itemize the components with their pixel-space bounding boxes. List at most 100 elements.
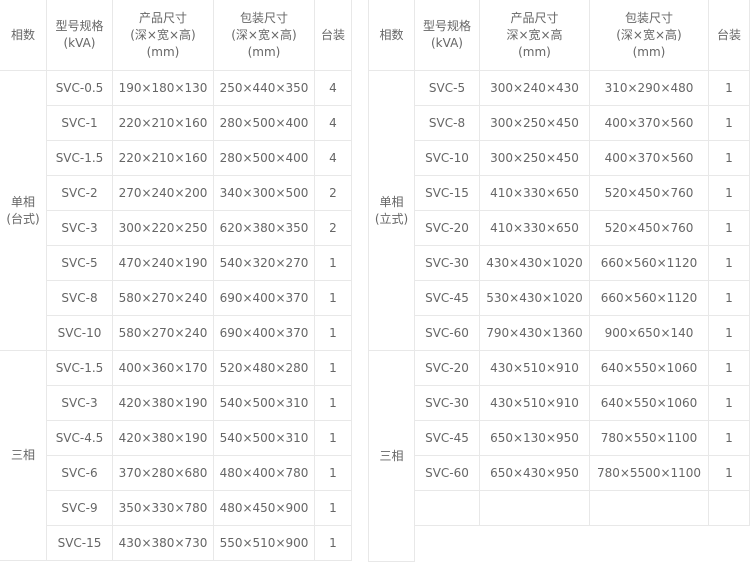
cell-units-per-pack: 1 — [709, 456, 750, 491]
cell-units-per-pack: 1 — [709, 421, 750, 456]
cell-model: SVC-5 — [415, 71, 480, 106]
cell-units-per-pack: 1 — [315, 246, 352, 281]
table-divider — [368, 0, 369, 562]
cell-units-per-pack: 1 — [709, 386, 750, 421]
cell-model: SVC-45 — [415, 281, 480, 316]
cell-package-size: 340×300×500 — [214, 176, 315, 211]
cell-units-per-pack: 1 — [709, 71, 750, 106]
cell-units-per-pack: 1 — [315, 281, 352, 316]
cell-package-size: 640×550×1060 — [590, 351, 709, 386]
cell-product-size: 220×210×160 — [113, 106, 214, 141]
cell-package-size: 540×500×310 — [214, 386, 315, 421]
cell-model: SVC-10 — [415, 141, 480, 176]
phase-group-cell: 三相 — [0, 351, 47, 561]
cell-package-size: 480×450×900 — [214, 491, 315, 526]
header-product-size: 产品尺寸 (深×宽×高) (mm) — [113, 0, 214, 71]
cell-units-per-pack: 1 — [709, 281, 750, 316]
cell-product-size: 350×330×780 — [113, 491, 214, 526]
cell-units-per-pack: 4 — [315, 106, 352, 141]
cell-package-size: 780×550×1100 — [590, 421, 709, 456]
cell-package-size: 690×400×370 — [214, 281, 315, 316]
cell-product-size: 580×270×240 — [113, 281, 214, 316]
cell-model: SVC-0.5 — [47, 71, 113, 106]
cell-model: SVC-9 — [47, 491, 113, 526]
cell-units-per-pack: 1 — [709, 316, 750, 351]
cell-units-per-pack: 1 — [315, 351, 352, 386]
cell-product-size: 650×130×950 — [480, 421, 590, 456]
cell-product-size: 300×250×450 — [480, 106, 590, 141]
cell-package-size: 900×650×140 — [590, 316, 709, 351]
cell-product-size: 300×240×430 — [480, 71, 590, 106]
cell-model: SVC-1.5 — [47, 141, 113, 176]
cell-units-per-pack: 1 — [709, 176, 750, 211]
cell-product-size: 300×250×450 — [480, 141, 590, 176]
cell-model: SVC-4.5 — [47, 421, 113, 456]
cell-units-per-pack: 1 — [709, 246, 750, 281]
cell-package-size: 550×510×900 — [214, 526, 315, 561]
cell-product-size: 430×510×910 — [480, 351, 590, 386]
cell-package-size: 520×450×760 — [590, 211, 709, 246]
cell-units-per-pack: 2 — [315, 211, 352, 246]
phase-group-cell: 单相 (台式) — [0, 71, 47, 351]
cell-package-size — [590, 491, 709, 526]
cell-units-per-pack: 1 — [709, 106, 750, 141]
cell-product-size: 430×430×1020 — [480, 246, 590, 281]
header-model: 型号规格 (kVA) — [415, 0, 480, 71]
header-product-size: 产品尺寸 深×宽×高 (mm) — [480, 0, 590, 71]
header-units-per-pack: 台装 — [709, 0, 750, 71]
cell-units-per-pack: 1 — [315, 386, 352, 421]
cell-units-per-pack: 1 — [709, 351, 750, 386]
cell-product-size: 220×210×160 — [113, 141, 214, 176]
cell-model: SVC-8 — [47, 281, 113, 316]
cell-model: SVC-5 — [47, 246, 113, 281]
cell-product-size: 430×510×910 — [480, 386, 590, 421]
cell-units-per-pack: 1 — [709, 211, 750, 246]
cell-product-size: 420×380×190 — [113, 386, 214, 421]
cell-model: SVC-20 — [415, 351, 480, 386]
cell-product-size: 190×180×130 — [113, 71, 214, 106]
cell-package-size: 620×380×350 — [214, 211, 315, 246]
cell-package-size: 690×400×370 — [214, 316, 315, 351]
cell-product-size: 430×380×730 — [113, 526, 214, 561]
cell-model: SVC-10 — [47, 316, 113, 351]
cell-units-per-pack: 4 — [315, 71, 352, 106]
header-model: 型号规格 (kVA) — [47, 0, 113, 71]
cell-package-size: 780×5500×1100 — [590, 456, 709, 491]
cell-package-size: 660×560×1120 — [590, 281, 709, 316]
cell-model: SVC-6 — [47, 456, 113, 491]
header-package-size: 包装尺寸 (深×宽×高) (mm) — [590, 0, 709, 71]
cell-package-size: 310×290×480 — [590, 71, 709, 106]
header-units-per-pack: 台装 — [315, 0, 352, 71]
cell-model: SVC-1.5 — [47, 351, 113, 386]
cell-package-size: 520×450×760 — [590, 176, 709, 211]
cell-product-size: 410×330×650 — [480, 211, 590, 246]
cell-model: SVC-60 — [415, 316, 480, 351]
cell-model: SVC-20 — [415, 211, 480, 246]
cell-package-size: 520×480×280 — [214, 351, 315, 386]
cell-package-size: 480×400×780 — [214, 456, 315, 491]
cell-package-size: 400×370×560 — [590, 141, 709, 176]
phase-group-cell: 单相 (立式) — [369, 71, 415, 351]
cell-package-size: 280×500×400 — [214, 106, 315, 141]
cell-product-size: 400×360×170 — [113, 351, 214, 386]
cell-model: SVC-3 — [47, 386, 113, 421]
cell-units-per-pack — [709, 491, 750, 526]
header-phase: 相数 — [0, 0, 47, 71]
cell-units-per-pack: 1 — [709, 141, 750, 176]
cell-package-size: 540×320×270 — [214, 246, 315, 281]
cell-product-size: 270×240×200 — [113, 176, 214, 211]
header-phase: 相数 — [369, 0, 415, 71]
cell-units-per-pack: 1 — [315, 491, 352, 526]
cell-product-size: 300×220×250 — [113, 211, 214, 246]
cell-units-per-pack: 1 — [315, 421, 352, 456]
cell-units-per-pack: 1 — [315, 316, 352, 351]
cell-model: SVC-45 — [415, 421, 480, 456]
cell-package-size: 400×370×560 — [590, 106, 709, 141]
cell-product-size: 530×430×1020 — [480, 281, 590, 316]
cell-package-size: 640×550×1060 — [590, 386, 709, 421]
cell-model: SVC-3 — [47, 211, 113, 246]
cell-model: SVC-8 — [415, 106, 480, 141]
cell-product-size: 580×270×240 — [113, 316, 214, 351]
cell-units-per-pack: 1 — [315, 456, 352, 491]
cell-model: SVC-15 — [47, 526, 113, 561]
